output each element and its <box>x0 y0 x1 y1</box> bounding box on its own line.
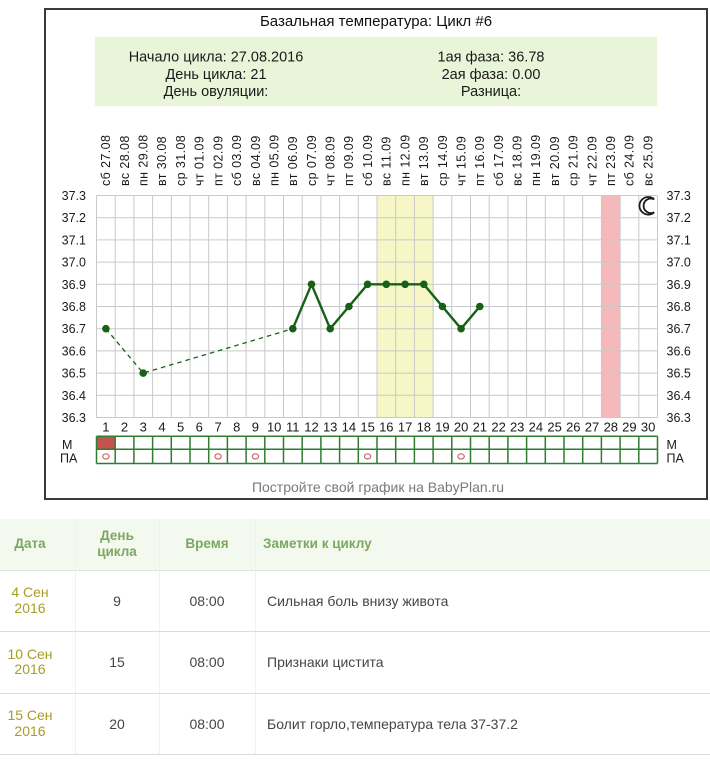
svg-text:2: 2 <box>121 420 128 435</box>
svg-text:ср 14.09: ср 14.09 <box>436 135 450 186</box>
svg-text:21: 21 <box>473 420 487 435</box>
svg-text:ср 07.09: ср 07.09 <box>305 135 319 186</box>
svg-text:37.2: 37.2 <box>62 211 86 225</box>
svg-text:7: 7 <box>214 420 221 435</box>
svg-text:Постройте свой график на BabyP: Постройте свой график на BabyPlan.ru <box>252 479 504 495</box>
svg-text:36.9: 36.9 <box>62 278 86 292</box>
svg-text:14: 14 <box>342 420 356 435</box>
svg-text:пн 12.09: пн 12.09 <box>398 134 412 186</box>
svg-text:36.9: 36.9 <box>667 278 691 292</box>
svg-text:вс 11.09: вс 11.09 <box>380 136 394 186</box>
svg-text:День цикла: 21: День цикла: 21 <box>165 67 266 83</box>
svg-text:22: 22 <box>491 420 505 435</box>
svg-text:пт 23.09: пт 23.09 <box>604 136 618 186</box>
svg-text:пт 02.09: пт 02.09 <box>211 136 225 186</box>
svg-text:19: 19 <box>435 420 449 435</box>
svg-text:27: 27 <box>585 420 599 435</box>
svg-text:День овуляции:: День овуляции: <box>164 84 269 100</box>
svg-text:37.3: 37.3 <box>62 189 86 203</box>
svg-text:сб 03.09: сб 03.09 <box>230 135 244 186</box>
svg-text:13: 13 <box>323 420 337 435</box>
svg-text:чт 01.09: чт 01.09 <box>193 136 207 186</box>
svg-text:5: 5 <box>177 420 184 435</box>
svg-text:36.8: 36.8 <box>62 300 86 314</box>
svg-text:36.5: 36.5 <box>667 367 691 381</box>
svg-text:вт 30.08: вт 30.08 <box>155 136 169 186</box>
svg-text:1ая фаза: 36.78: 1ая фаза: 36.78 <box>438 50 545 66</box>
svg-text:ср 31.08: ср 31.08 <box>174 135 188 186</box>
svg-text:пт 16.09: пт 16.09 <box>473 136 487 186</box>
svg-text:ПА: ПА <box>667 452 685 466</box>
svg-text:11: 11 <box>286 420 300 435</box>
svg-text:37.1: 37.1 <box>667 233 691 247</box>
svg-text:8: 8 <box>233 420 240 435</box>
svg-text:чт 22.09: чт 22.09 <box>585 136 599 186</box>
svg-text:сб 17.09: сб 17.09 <box>492 135 506 186</box>
svg-text:вт 06.09: вт 06.09 <box>286 136 300 186</box>
svg-text:М: М <box>667 438 677 452</box>
svg-text:36.6: 36.6 <box>667 344 691 358</box>
svg-text:36.4: 36.4 <box>667 389 691 403</box>
svg-text:чт 15.09: чт 15.09 <box>454 136 468 186</box>
svg-text:23: 23 <box>510 420 524 435</box>
svg-text:вт 13.09: вт 13.09 <box>417 136 431 186</box>
svg-text:36.8: 36.8 <box>667 300 691 314</box>
svg-text:сб 27.08: сб 27.08 <box>99 135 113 186</box>
svg-text:36.7: 36.7 <box>667 322 691 336</box>
svg-text:36.3: 36.3 <box>62 411 86 425</box>
svg-text:16: 16 <box>379 420 393 435</box>
svg-text:20: 20 <box>454 420 468 435</box>
svg-text:37.0: 37.0 <box>667 256 691 270</box>
svg-text:30: 30 <box>641 420 655 435</box>
svg-text:1: 1 <box>102 420 109 435</box>
svg-text:37.3: 37.3 <box>667 189 691 203</box>
svg-text:ПА: ПА <box>60 452 78 466</box>
svg-text:12: 12 <box>304 420 318 435</box>
svg-text:М: М <box>62 438 72 452</box>
svg-text:пн 19.09: пн 19.09 <box>529 134 543 186</box>
svg-text:вс 04.09: вс 04.09 <box>249 135 263 186</box>
svg-text:37.0: 37.0 <box>62 256 86 270</box>
svg-text:36.5: 36.5 <box>62 367 86 381</box>
svg-text:29: 29 <box>622 420 636 435</box>
svg-text:37.2: 37.2 <box>667 211 691 225</box>
svg-text:ср 21.09: ср 21.09 <box>567 135 581 186</box>
svg-text:2ая фаза: 0.00: 2ая фаза: 0.00 <box>442 67 541 83</box>
svg-text:сб 10.09: сб 10.09 <box>361 135 375 186</box>
svg-text:18: 18 <box>417 420 431 435</box>
svg-text:пн 05.09: пн 05.09 <box>268 134 282 186</box>
svg-text:сб 24.09: сб 24.09 <box>623 135 637 186</box>
svg-text:17: 17 <box>398 420 412 435</box>
svg-text:3: 3 <box>140 420 147 435</box>
svg-text:Разница:: Разница: <box>461 84 521 100</box>
svg-text:чт 08.09: чт 08.09 <box>324 136 338 186</box>
svg-text:36.7: 36.7 <box>62 322 86 336</box>
svg-text:10: 10 <box>267 420 281 435</box>
svg-text:36.6: 36.6 <box>62 344 86 358</box>
svg-text:9: 9 <box>252 420 259 435</box>
svg-text:Базальная температура: Цикл #6: Базальная температура: Цикл #6 <box>260 13 492 30</box>
svg-text:36.3: 36.3 <box>667 411 691 425</box>
svg-text:пн 29.08: пн 29.08 <box>137 134 151 186</box>
svg-text:вс 25.09: вс 25.09 <box>641 135 655 186</box>
svg-text:15: 15 <box>360 420 374 435</box>
svg-text:24: 24 <box>529 420 543 435</box>
svg-text:вс 18.09: вс 18.09 <box>511 135 525 186</box>
svg-text:28: 28 <box>604 420 618 435</box>
svg-text:пт 09.09: пт 09.09 <box>342 136 356 186</box>
svg-text:вт 20.09: вт 20.09 <box>548 136 562 186</box>
svg-text:26: 26 <box>566 420 580 435</box>
svg-text:6: 6 <box>196 420 203 435</box>
svg-text:вс 28.08: вс 28.08 <box>118 135 132 186</box>
svg-text:4: 4 <box>158 420 165 435</box>
svg-text:36.4: 36.4 <box>62 389 86 403</box>
svg-text:25: 25 <box>547 420 561 435</box>
svg-text:Начало цикла: 27.08.2016: Начало цикла: 27.08.2016 <box>129 50 304 66</box>
svg-text:37.1: 37.1 <box>62 233 86 247</box>
